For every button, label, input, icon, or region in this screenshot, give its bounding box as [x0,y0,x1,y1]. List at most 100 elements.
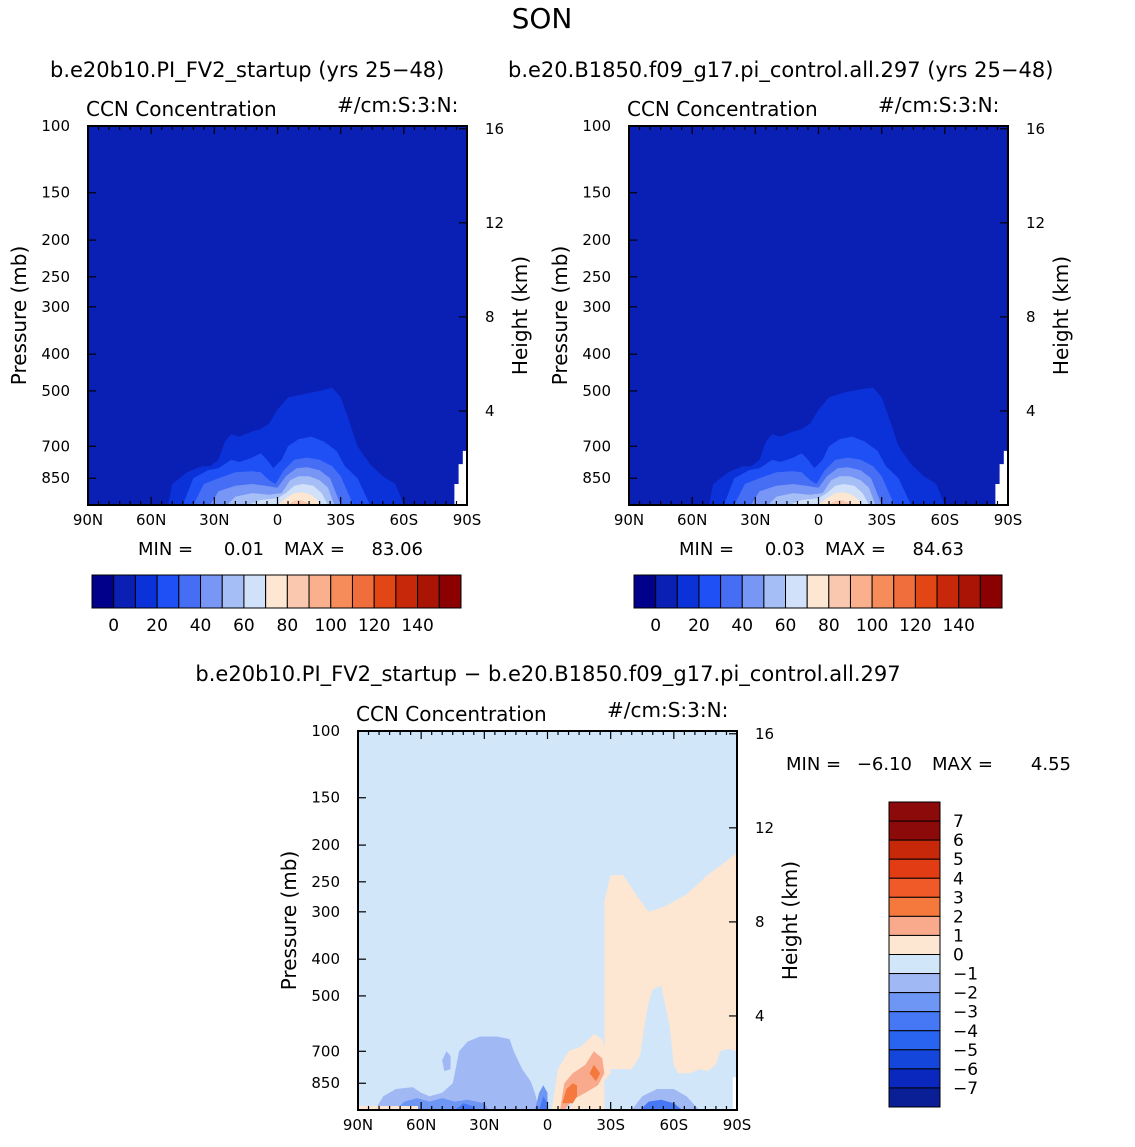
x-tick-label: 30N [199,511,229,529]
x-tick-label: 30S [867,511,896,529]
colorbar-label: 80 [818,616,840,636]
colorbar-box [741,574,765,609]
y-tick-label: 850 [41,469,70,487]
colorbar-box [914,574,938,609]
y-axis-label: Pressure (mb) [548,246,572,386]
x-tick-label: 90N [343,1116,373,1134]
colorbar-label: 120 [358,616,390,636]
height-tick-label: 16 [485,120,504,138]
x-tick-label: 90N [73,511,103,529]
y-tick-label: 500 [582,382,611,400]
y-tick-label: 400 [311,950,340,968]
colorbar-box [979,574,1003,609]
colorbar-box [893,574,916,609]
height-tick-label: 12 [485,214,504,232]
colorbar-label: 4 [953,869,964,889]
y-tick-label: 400 [582,345,611,363]
min-value: 0.01 [224,539,264,560]
colorbar-box [888,896,941,917]
colorbar-label: −1 [953,965,978,985]
y-tick-label: 250 [582,268,611,286]
y-tick-label: 300 [41,298,70,316]
y-tick-label: 100 [41,117,70,135]
colorbar-label: −3 [953,1003,978,1023]
y-tick-label: 150 [41,184,70,202]
min-value: 0.03 [765,539,805,560]
x-tick-label: 30N [740,511,770,529]
colorbar-label: 7 [953,812,964,832]
colorbar-box [720,574,743,609]
colorbar-label: 1 [953,926,964,946]
x-tick-label: 90N [614,511,644,529]
colorbar-label: −6 [953,1060,978,1080]
y-axis-label: Pressure (mb) [7,246,31,386]
colorbar-box [330,574,353,609]
x-tick-label: 60N [406,1116,436,1134]
y-tick-label: 150 [582,184,611,202]
colorbar-box [888,954,941,975]
colorbar-box [888,1087,941,1108]
y-tick-label: 200 [311,836,340,854]
min-label: MIN = [786,754,841,775]
y-tick-label: 700 [311,1042,340,1060]
colorbar-box [888,915,941,936]
colorbar-box [633,574,657,609]
y-tick-label: 500 [311,987,340,1005]
y-tick-label: 150 [311,789,340,807]
case-b-title: b.e20.B1850.f09_g17.pi_control.all.297 (… [508,58,1053,83]
height-tick-label: 8 [755,913,765,931]
difference-title: b.e20b10.PI_FV2_startup − b.e20.B1850.f0… [195,662,900,687]
case-a-title: b.e20b10.PI_FV2_startup (yrs 25−48) [50,58,444,83]
colorbar-box [676,574,700,609]
x-tick-label: 60N [677,511,707,529]
colorbar-label: −2 [953,984,978,1004]
colorbar-box [888,820,941,841]
colorbar-label: 20 [688,616,710,636]
x-tick-label: 0 [273,511,283,529]
max-value: 4.55 [1031,754,1071,775]
y-tick-label: 300 [311,903,340,921]
height-tick-label: 8 [1026,308,1036,326]
colorbar-box [936,574,960,609]
x-tick-label: 30S [596,1116,625,1134]
colorbar-box [351,574,375,609]
colorbar-box [958,574,981,609]
contour-region-11 [539,1096,548,1110]
colorbar-box [828,574,851,609]
colorbar-label: 120 [899,616,931,636]
colorbar-label: 80 [277,616,299,636]
colorbar-label: 0 [108,616,119,636]
max-value: 83.06 [371,539,423,560]
max-value: 84.63 [912,539,964,560]
panel-title-left: CCN Concentration [627,97,818,121]
max-label: MAX = [932,754,993,775]
colorbar-box [243,574,267,609]
y-tick-label: 500 [41,382,70,400]
colorbar-box [156,574,180,609]
colorbar-label: 140 [942,616,974,636]
colorbar-box [888,1049,941,1070]
y-tick-label: 300 [582,298,611,316]
panel-title-left: CCN Concentration [356,702,547,726]
y-tick-label: 250 [311,873,340,891]
colorbar-box [178,574,202,609]
colorbar-box [871,574,895,609]
x-tick-label: 30N [469,1116,499,1134]
y-tick-label: 100 [582,117,611,135]
contour-region-12 [640,1099,683,1110]
contour-region-10 [454,1103,476,1110]
height-tick-label: 12 [1026,214,1045,232]
surface-band [358,1106,418,1110]
missing-data-mask [995,450,1008,505]
panel-case-b: CCN Concentration #/cm:S:3:N: 90N 60N 30N 0 30… [548,93,1073,636]
colorbar-box [888,877,941,898]
y-tick-label: 700 [41,437,70,455]
colorbar-box [265,574,288,609]
colorbar-label: 60 [775,616,797,636]
max-label: MAX = [284,539,345,560]
panel-title-right: #/cm:S:3:N: [607,698,728,722]
x-tick-label: 90S [723,1116,752,1134]
colorbar-box [286,574,310,609]
colorbar-label: 5 [953,850,964,870]
